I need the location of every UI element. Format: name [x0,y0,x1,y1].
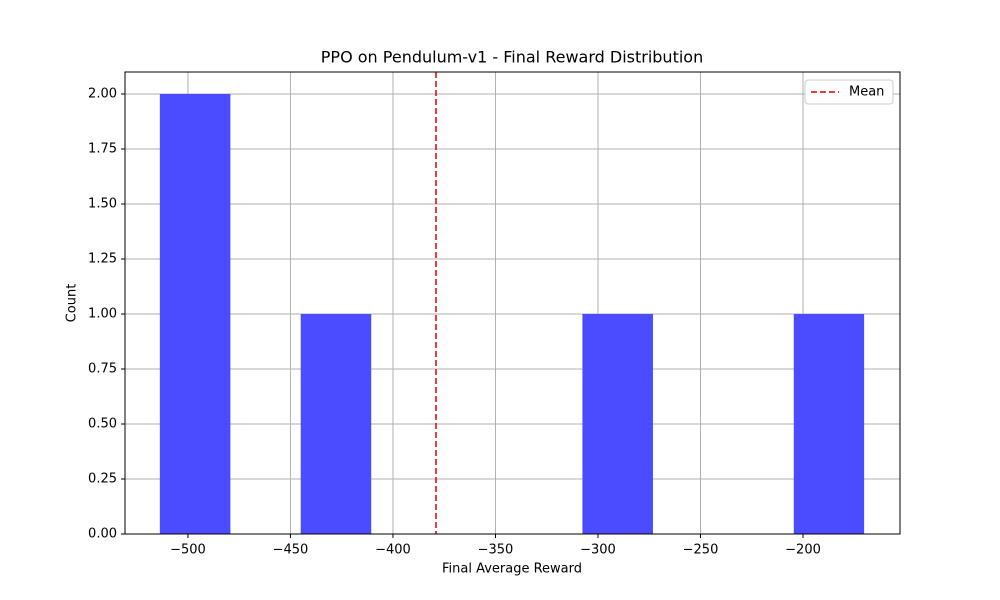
x-tick-label: −450 [273,543,309,558]
y-axis-label: Count [65,284,80,323]
x-tick-label: −200 [785,543,821,558]
y-tick-label: 0.75 [88,362,117,377]
y-tick-label: 1.50 [88,197,117,212]
bar [159,94,231,534]
x-tick-label: −400 [375,543,411,558]
y-tick-label: 0.00 [88,527,117,542]
legend-label: Mean [849,85,884,100]
x-tick-label: −300 [580,543,616,558]
x-axis-label: Final Average Reward [442,562,582,577]
y-tick-label: 0.50 [88,417,117,432]
y-tick-label: 0.25 [88,472,117,487]
x-tick-label: −250 [683,543,719,558]
chart-title: PPO on Pendulum-v1 - Final Reward Distri… [321,48,703,67]
y-tick-label: 1.75 [88,142,117,157]
bar [793,314,865,534]
y-tick-label: 1.00 [88,307,117,322]
x-tick-label: −350 [478,543,514,558]
bar [582,314,653,534]
y-tick-label: 2.00 [88,87,117,102]
bar [300,314,372,534]
y-tick-label: 1.25 [88,252,117,267]
x-tick-label: −500 [170,543,206,558]
legend-box [804,79,894,105]
plot-frame [124,71,901,535]
